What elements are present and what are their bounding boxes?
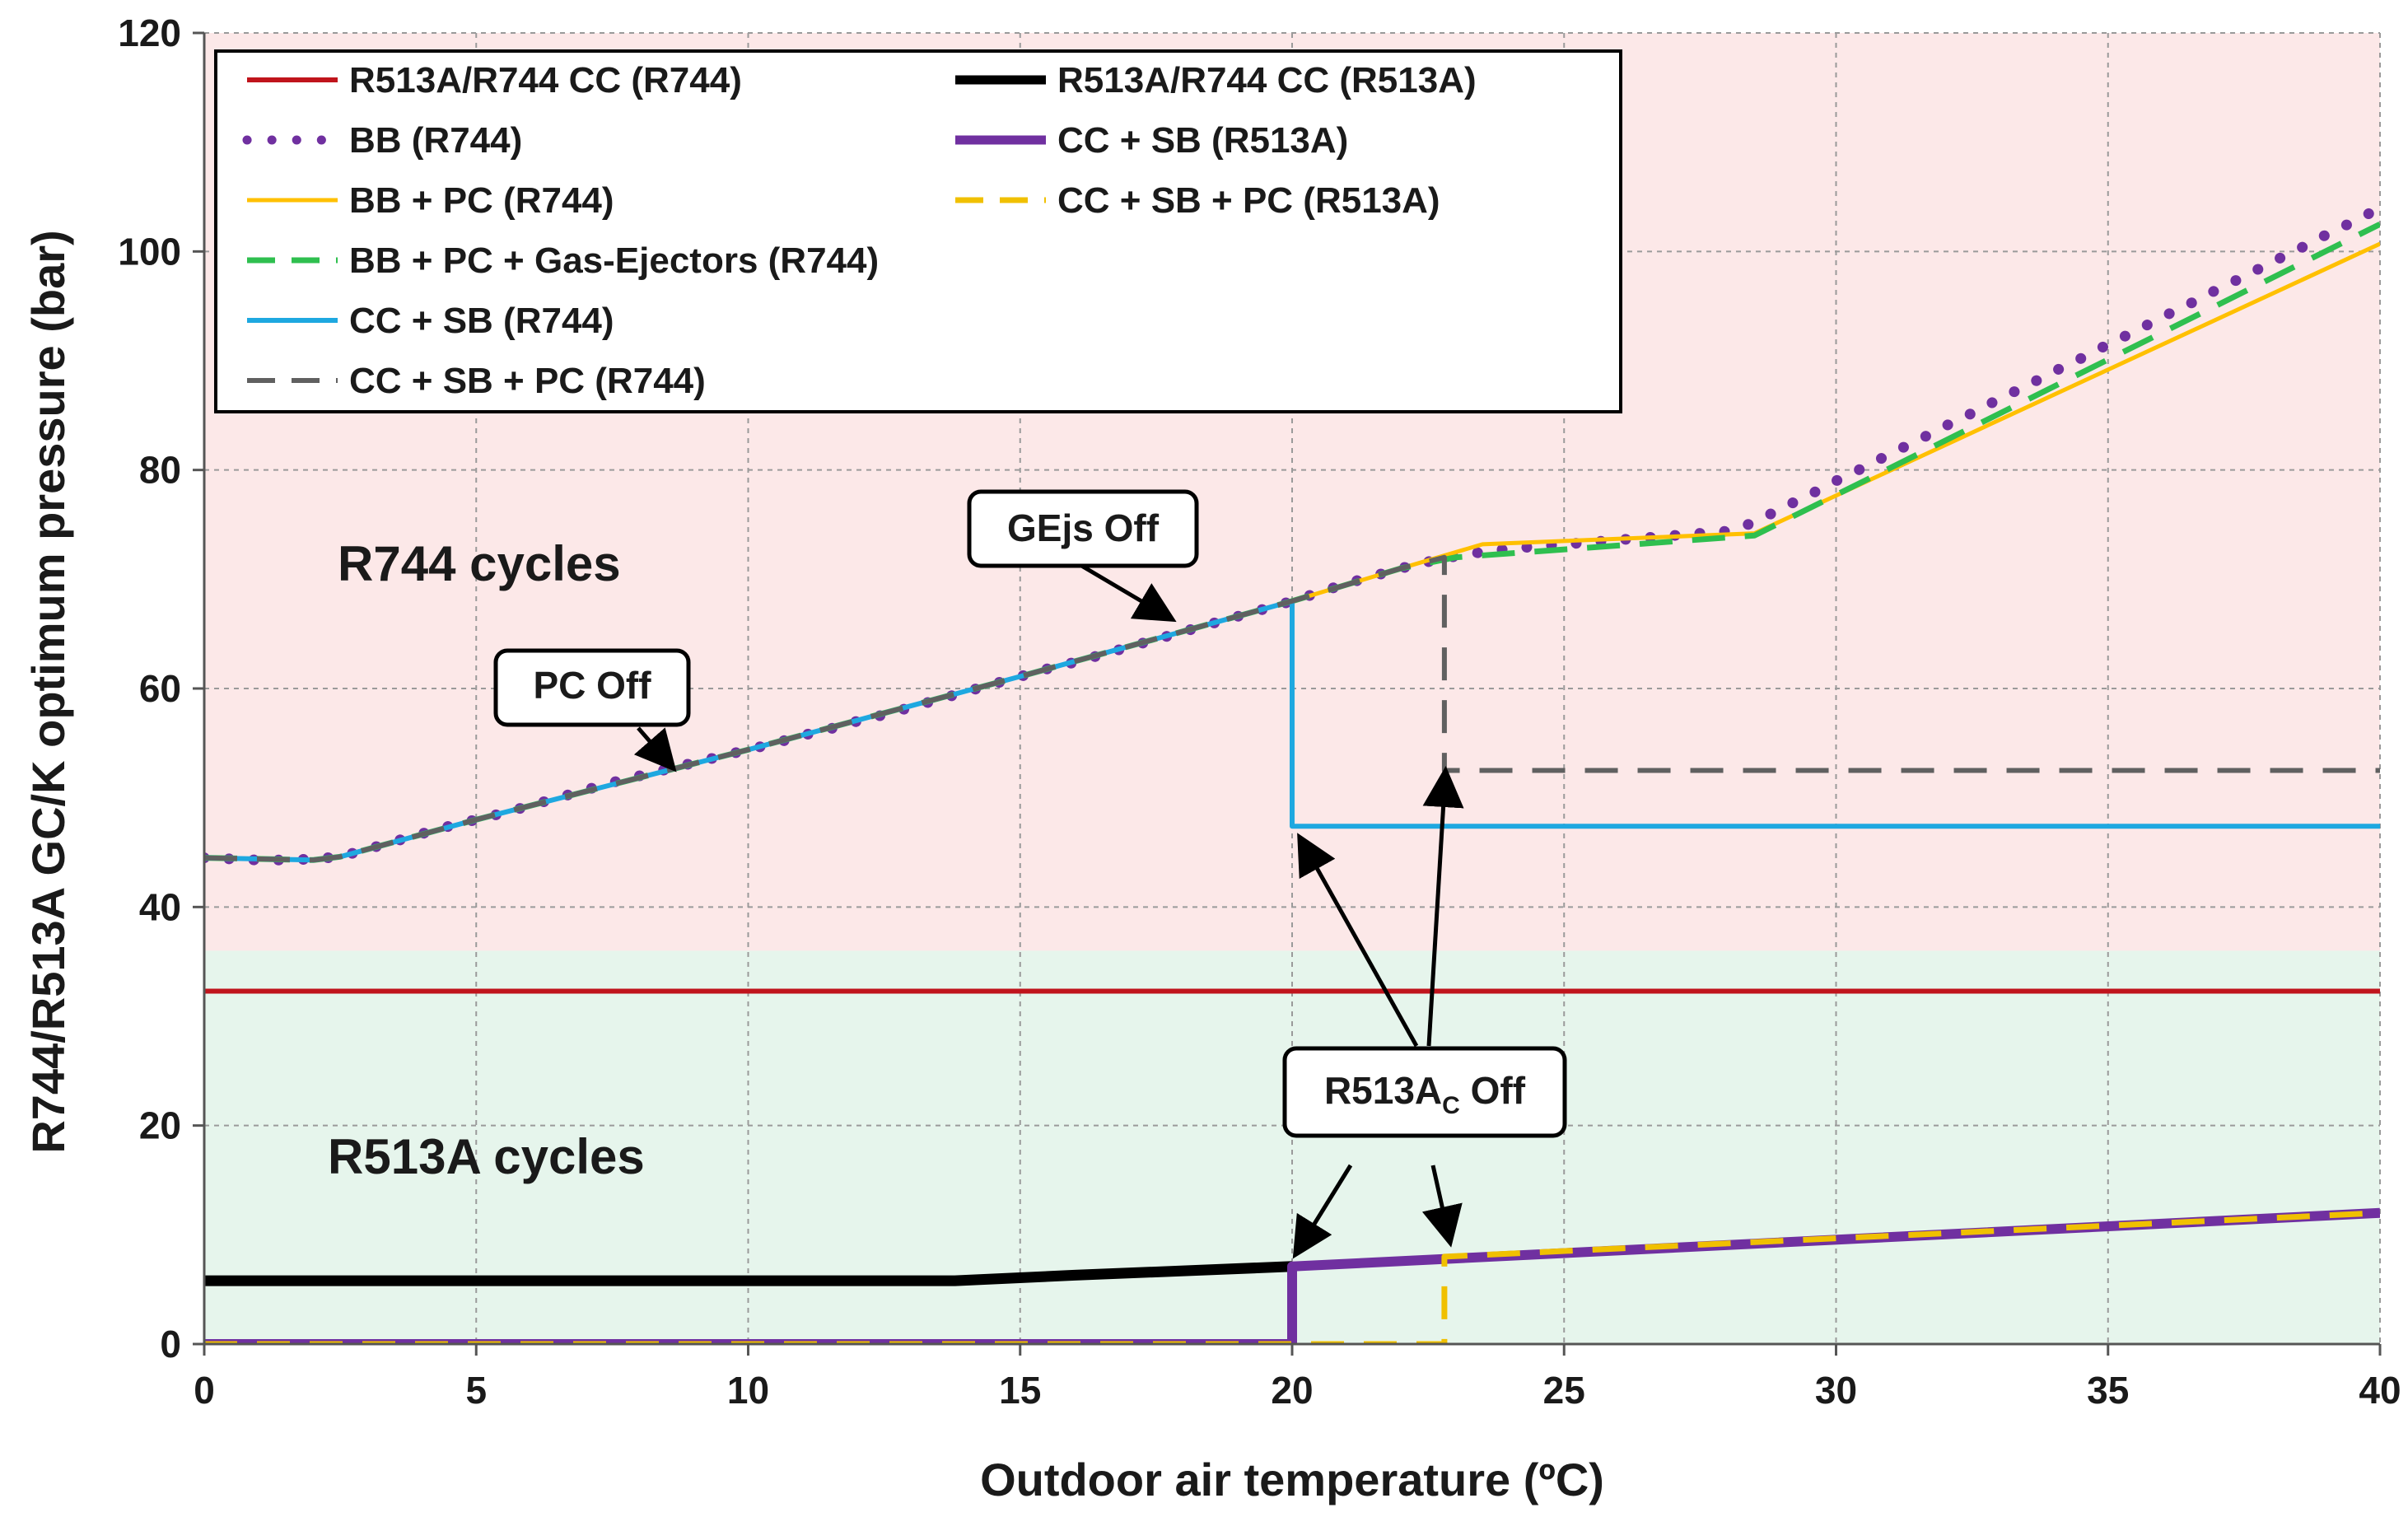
legend: R513A/R744 CC (R744) R513A/R744 CC (R513A… [214,49,1622,413]
legend-label-cc-sb-r513a: CC + SB (R513A) [1057,120,1348,161]
series-cc-sb-pc-r513a [204,1210,2380,1344]
x-tick-label: 0 [194,1369,215,1412]
tick-labels: 0 5 10 15 20 25 30 35 40 0 20 40 60 80 100 120 [118,12,2401,1412]
y-axis-title: R744/R513A GC/K optimum pressure (bar) [22,230,74,1153]
series-cc-sb-r513a [204,1207,2380,1344]
x-tick-label: 35 [2087,1369,2129,1412]
y-tick-label: 80 [139,449,181,492]
legend-label-cc-sb-pc-r513a: CC + SB + PC (R513A) [1057,180,1440,221]
x-tick-label: 20 [1271,1369,1313,1412]
gejs-off-callout [967,489,1199,568]
region-label-r513a: R513A cycles [328,1129,645,1184]
y-tick-label: 100 [118,230,181,273]
gejs-off-label: GEjs Off [1007,506,1160,549]
r513ac-off-arrow-2 [1422,766,1464,1047]
y-tick-label: 120 [118,12,181,54]
x-tick-label: 5 [465,1369,487,1412]
annotations: PC Off GEjs Off R513AC Off [493,489,1567,1259]
x-tick-label: 10 [727,1369,769,1412]
series-r513a-r744-cc-r513a [204,1261,1293,1286]
r513ac-off-callout [1282,1046,1567,1138]
legend-label-bb-r744: BB (R744) [349,120,522,161]
r513ac-off-arrow-1 [1297,833,1419,1048]
x-tick-label: 40 [2359,1369,2401,1412]
r513ac-off-label: R513AC Off [1324,1069,1526,1119]
legend-box [214,49,1622,413]
x-tick-label: 30 [1815,1369,1857,1412]
pc-off-arrow [633,726,677,773]
pc-off-label: PC Off [533,664,651,707]
x-tick-label: 15 [999,1369,1041,1412]
axes [193,31,2382,1356]
y-tick-label: 40 [139,885,181,928]
series-layer [204,202,2380,1344]
legend-label-r513a-r744-cc-r513a: R513A/R744 CC (R513A) [1057,60,1477,100]
gejs-off-arrow [1077,562,1177,623]
series-cc-sb-pc-r744 [204,554,2380,863]
y-tick-label: 20 [139,1104,181,1147]
x-tick-label: 25 [1543,1369,1585,1412]
region-label-r744: R744 cycles [338,536,621,591]
r513ac-off-arrow-3 [1292,1164,1353,1259]
pc-off-callout [493,648,691,727]
legend-label-cc-sb-pc-r744: CC + SB + PC (R744) [349,361,706,401]
legend-label-cc-sb-r744: CC + SB (R744) [349,301,614,341]
x-axis-title: Outdoor air temperature (ºC) [980,1454,1604,1505]
legend-label-r513a-r744-cc-r744: R513A/R744 CC (R744) [349,60,742,100]
y-tick-label: 0 [160,1323,181,1365]
r513ac-off-arrow-4 [1421,1165,1463,1248]
legend-label-bb-pc-r744: BB + PC (R744) [349,180,614,221]
y-tick-label: 60 [139,667,181,710]
legend-label-bb-pc-gas-ejectors-r744: BB + PC + Gas-Ejectors (R744) [349,240,879,281]
